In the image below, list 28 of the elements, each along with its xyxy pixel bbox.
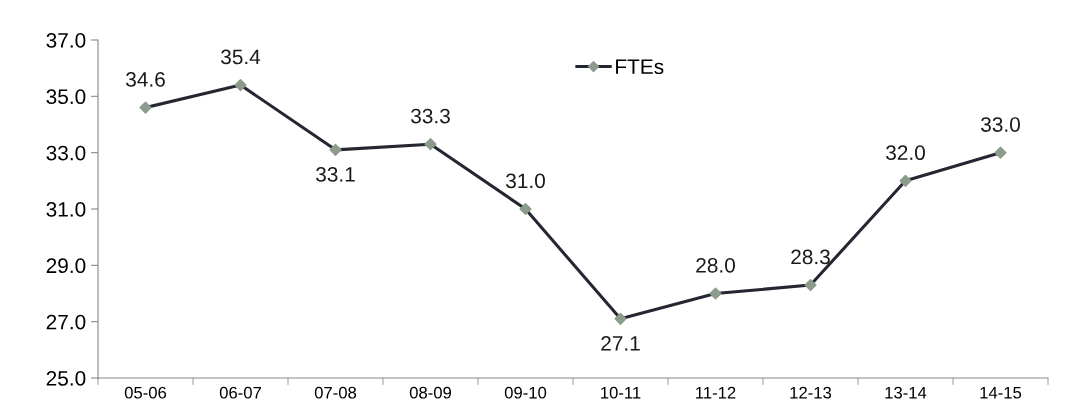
y-tick-label: 27.0	[46, 314, 86, 330]
x-tick-label: 10-11	[601, 386, 641, 399]
y-tick-label: 31.0	[46, 202, 86, 217]
y-tick-label: 37.0	[46, 33, 86, 48]
x-tick-label: 14-15	[980, 386, 1022, 399]
y-tick-label: 25.0	[46, 371, 86, 386]
data-label: 28.3	[791, 249, 830, 265]
x-tick-label: 05-06	[124, 386, 167, 399]
y-tick-label: 35.0	[46, 89, 86, 105]
y-tick-label: 33.0	[46, 145, 86, 161]
x-tick-label: 07-08	[314, 386, 357, 399]
x-tick-label: 09-10	[504, 386, 547, 399]
data-label: 32.0	[886, 145, 925, 161]
legend-label: FTEs	[616, 59, 664, 75]
x-tick-label: 11-12	[696, 386, 736, 399]
data-label: 35.4	[221, 49, 261, 65]
y-tick-label: 29.0	[46, 258, 86, 274]
data-label: 27.1	[601, 336, 640, 351]
data-label: 34.6	[126, 72, 165, 87]
data-label: 33.0	[981, 117, 1020, 132]
data-label: 31.0	[506, 173, 545, 189]
data-label: 28.0	[696, 257, 735, 273]
x-tick-label: 12-13	[790, 386, 832, 399]
x-tick-label: 06-07	[219, 386, 261, 399]
x-tick-label: 08-09	[409, 386, 452, 399]
data-label: 33.3	[411, 108, 450, 124]
data-label: 33.1	[316, 167, 355, 182]
x-tick-label: 13-14	[885, 386, 927, 399]
